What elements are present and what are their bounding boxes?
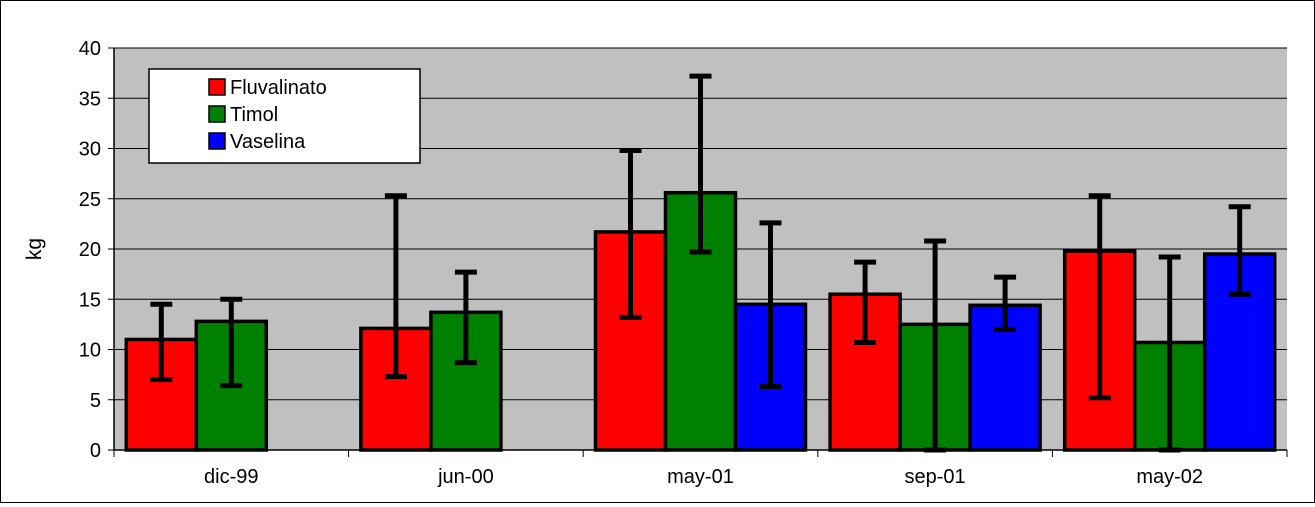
y-tick-label: 20 (79, 239, 101, 261)
y-axis-label: kg (23, 238, 46, 260)
x-tick-label: may-01 (667, 466, 734, 488)
legend-swatch (208, 105, 226, 123)
axes: 0 5 10 15 20 25 30 35 40 dic-99 jun-00 may-01 sep-01… (79, 38, 1288, 488)
legend-swatch (208, 78, 226, 96)
y-tick-label: 15 (79, 289, 101, 311)
legend-swatch (208, 132, 226, 150)
legend-label: Vaselina (230, 131, 306, 153)
y-tick-label: 35 (79, 88, 101, 110)
x-tick-label: may-02 (1136, 466, 1203, 488)
x-tick-label: sep-01 (905, 466, 966, 488)
y-tick-label: 0 (90, 440, 101, 462)
x-tick-label: jun-00 (437, 466, 494, 488)
x-tick-label: dic-99 (204, 466, 258, 488)
legend: Fluvalinato Timol Vaselina (148, 68, 421, 164)
y-tick-label: 5 (90, 390, 101, 412)
legend-box (148, 68, 421, 164)
y-tick-label: 10 (79, 340, 101, 362)
y-tick-label: 30 (79, 139, 101, 161)
legend-label: Timol (230, 104, 278, 126)
legend-label: Fluvalinato (230, 77, 327, 99)
y-tick-label: 25 (79, 189, 101, 211)
y-tick-label: 40 (79, 38, 101, 60)
